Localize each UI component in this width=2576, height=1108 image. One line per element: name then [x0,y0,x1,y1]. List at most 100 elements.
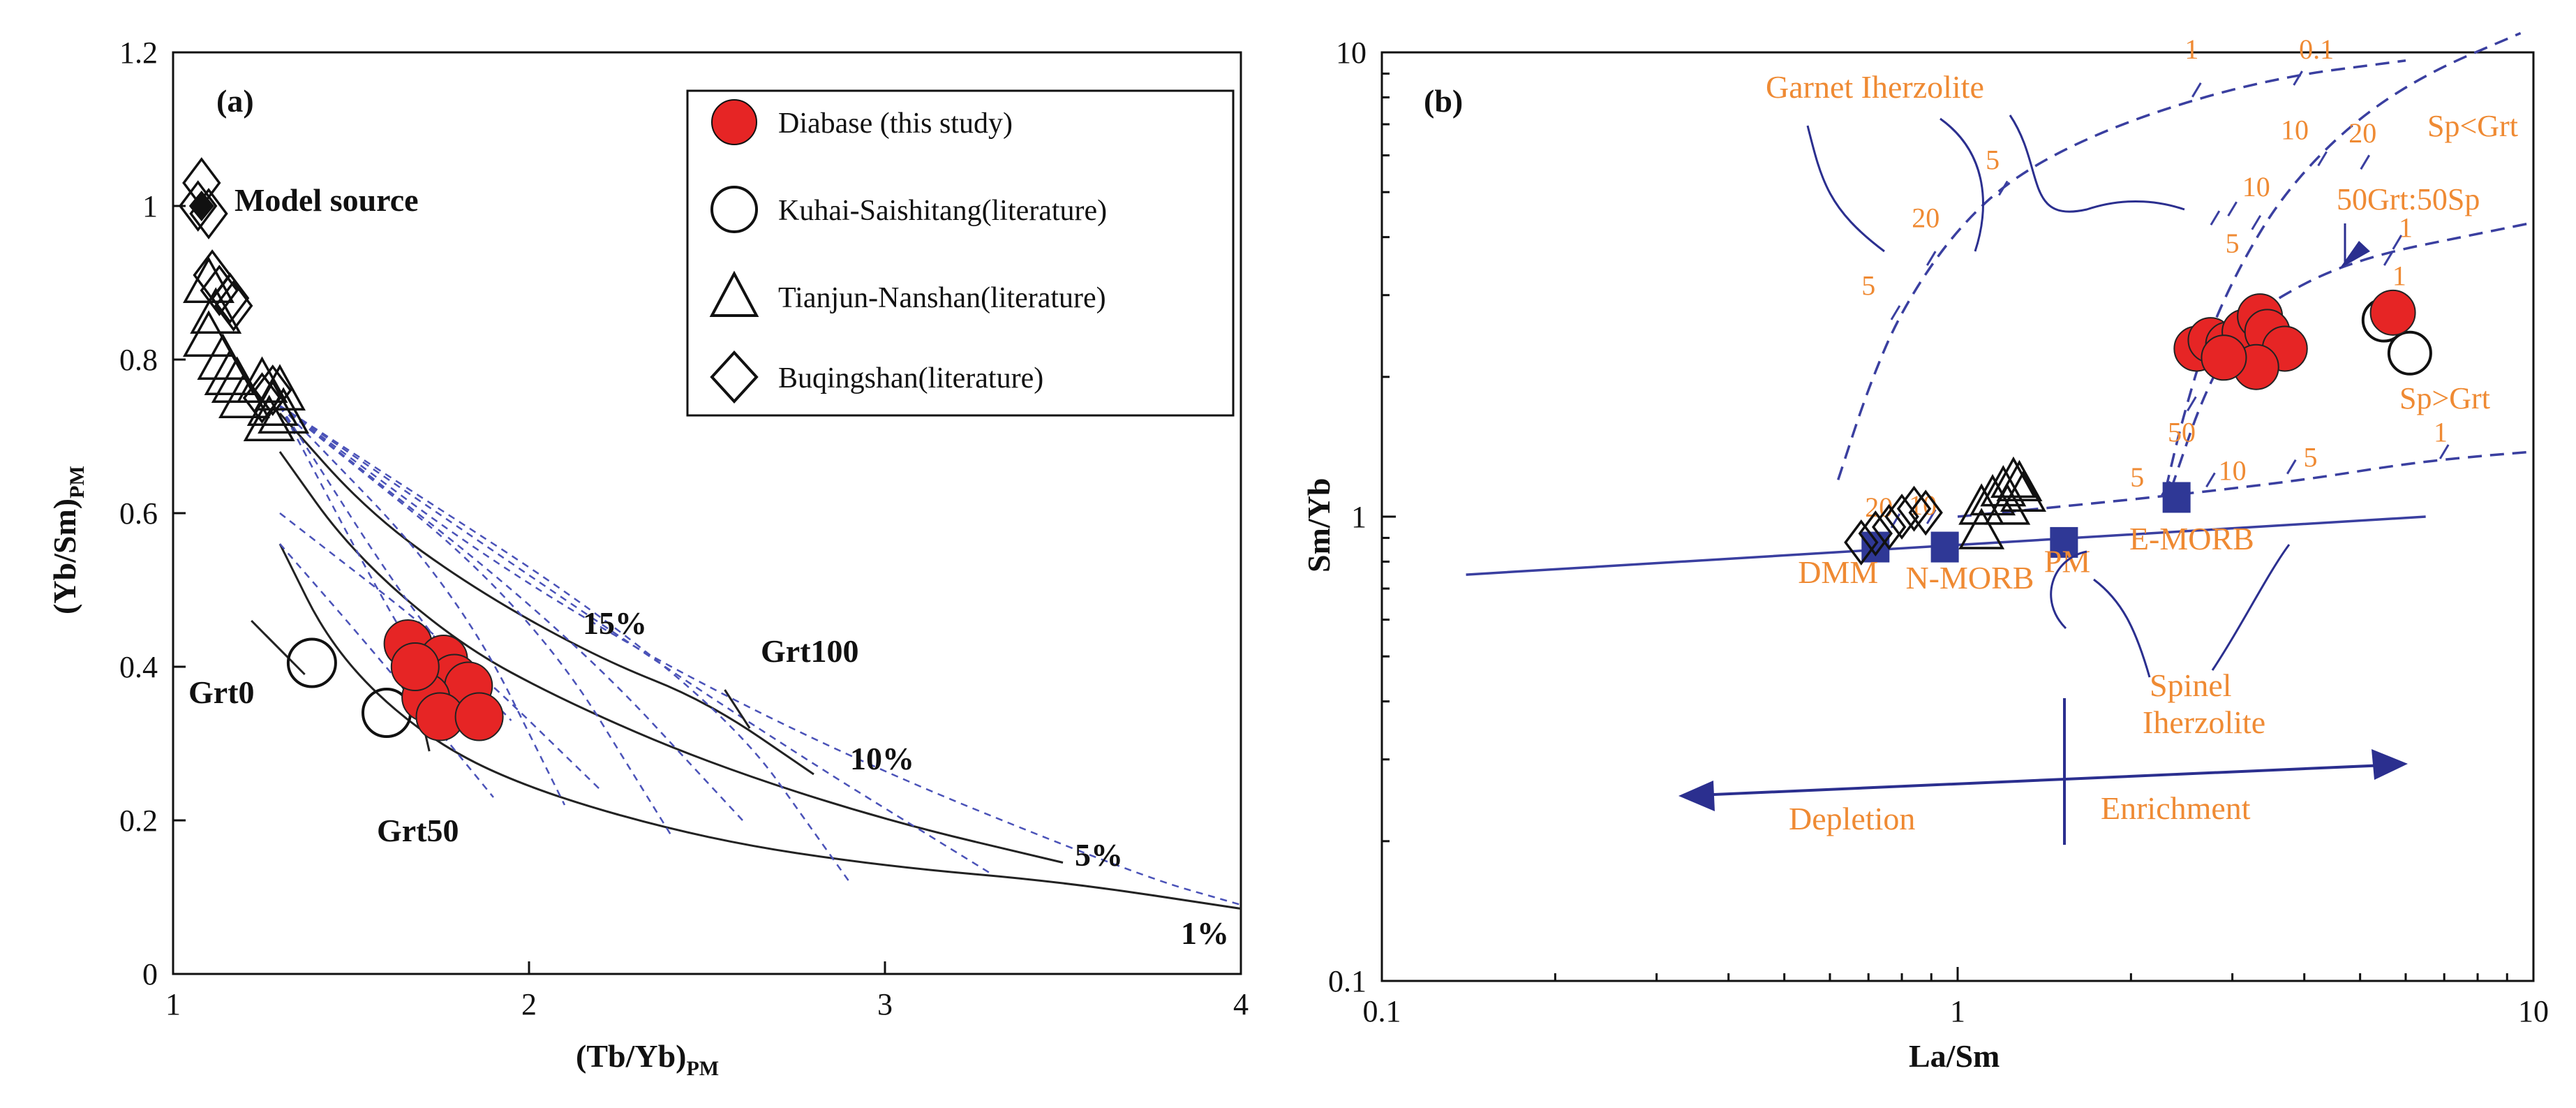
a-ytick-label: 1 [142,189,158,223]
panel-b-ticks: 0.1 1 10 0.1 1 10 [1328,36,2549,1028]
reservoir-label-n-morb: N-MORB [1905,560,2034,596]
a-xtick-label: 4 [1233,987,1249,1021]
buqingshan-point [253,364,292,416]
b-ytick-label: 10 [1336,36,1367,70]
enrichment-label: Enrichment [2101,790,2251,826]
buqingshan-point [193,249,232,301]
annotation-arrows [1806,115,2346,678]
b-tianjun-point [1984,483,2031,525]
a-ytick-label: 1.2 [119,36,158,70]
b-curve-tick-label: 10 [2242,171,2270,202]
melt-1-label: 1% [1181,915,1229,951]
buqingshan-point [179,180,218,232]
reservoir-n-morb [1930,531,1959,563]
b-buqingshan-point [1844,519,1879,566]
tianjun-point [258,387,310,434]
b-tianjun-point [2000,470,2046,512]
b-curve-tick-label: 5 [2226,228,2240,259]
b-curve-tick-label: 1 [2392,260,2406,292]
tianjun-point [183,310,234,357]
b-curve-tick-label: 20 [2348,117,2376,149]
b-curve-tick [1890,305,1901,320]
a-melt-dash-line [279,543,494,798]
a-ytick-label: 0.4 [119,650,158,684]
b-curve-tick [2317,151,2328,167]
spinel-melt-curve [1957,450,2534,518]
a-ytick-label: 0.6 [119,496,158,531]
panel-b-label: (b) [1424,83,1463,119]
b-curve-tick [1926,251,1937,266]
sp-lt-grt-curve [2164,31,2522,489]
garnet-melt-curve [1837,59,2406,480]
b-tianjun-point [1980,465,2027,507]
legend-marker-kuhai [710,186,758,233]
b-curve-tick [2187,396,2197,412]
b-ytick-label: 1 [1351,500,1367,534]
grt0-label: Grt0 [188,674,255,710]
depletion-arrowhead [1678,781,1715,811]
panel-a-xlabel: (Tb/Yb)PM [576,1038,719,1080]
legend-marker-buqingshan [710,350,759,404]
panel-a-label: (a) [216,83,254,119]
garnet-arrow-1 [1806,125,1885,253]
b-curve-tick [2227,201,2238,217]
grt50-label: Grt50 [377,813,459,848]
b-curve-tick-label: 1 [2184,34,2198,65]
b-curve-tick [1998,180,2009,196]
b-curve-tick [2360,154,2371,170]
tianjun-point [254,364,306,411]
b-curve-tick-label: 0.1 [2299,34,2334,65]
tianjun-point [204,348,256,395]
buqingshan-point [214,280,253,332]
grt50-curve [278,451,1064,864]
b-curve-tick-label: 1 [2399,212,2413,244]
b-buqingshan-point [1908,489,1943,536]
legend-label-tianjun: Tianjun-Nanshan(literature) [778,282,1106,314]
depletion-enrichment-axis [1681,763,2402,797]
panel-b-xlabel: La/Sm [1909,1038,2000,1074]
a-xtick-label: 2 [521,987,537,1021]
b-curve-tick-label: 20 [1912,202,1940,234]
spinel-arrow-2 [2093,578,2151,678]
depletion-label: Depletion [1789,801,1915,836]
b-curve-tick [2286,459,2297,475]
model-source-point [188,191,214,221]
tianjun-point [243,394,295,441]
b-diabase-point [2369,289,2416,336]
a-xtick-label: 3 [877,987,893,1021]
a-melt-dash-line [279,405,743,821]
spinel-label: Spinel [2150,667,2232,703]
grt100-curve [278,413,814,776]
b-curve-tick-label: 10 [2219,455,2247,486]
reservoir-label-e-morb: E-MORB [2129,521,2254,556]
a-ytick-label: 0.2 [119,804,158,838]
sp-lt-grt-label: Sp<Grt [2427,109,2518,143]
grt100-label: Grt100 [761,633,859,669]
a-melt-dash-line [279,404,1242,906]
b-xtick-label: 10 [2518,994,2549,1028]
melt-15-label: 15% [583,605,647,641]
b-curve-tick [2392,235,2403,250]
a-ytick-label: 0.8 [119,343,158,377]
b-ytick-label: 0.1 [1328,964,1367,998]
enrichment-arrowhead [2372,749,2408,780]
b-diabase-point [2201,334,2247,381]
spinel-arrow-3 [2050,550,2087,630]
b-xtick-label: 0.1 [1363,994,1401,1028]
diabase-point [454,692,504,741]
legend-marker-tianjun [709,270,759,317]
b-curve-tick-label: 50 [2168,417,2196,448]
a-melt-dash-line [279,404,851,882]
legend-marker-diabase [711,99,757,145]
melt-5-label: 5% [1075,837,1123,873]
b-curve-tick [2210,210,2221,226]
b-curve-tick [2205,472,2216,488]
tianjun-point [190,287,242,334]
panel-a-ylabel: (Yb/Sm)PM [47,466,89,614]
panel-a-ticks: 1 2 3 4 0 0.2 0.4 0.6 0.8 1 1.2 [119,36,1249,1021]
garnet-arrow-3 [2009,115,2185,213]
tianjun-point [197,333,249,380]
b-curve-tick-label: 5 [1986,144,2000,175]
